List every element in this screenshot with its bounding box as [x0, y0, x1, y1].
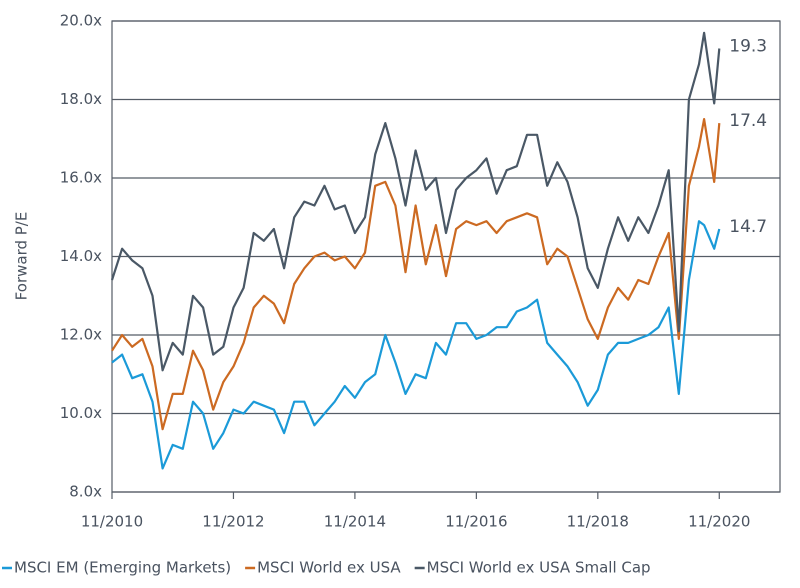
end-label: 19.3: [729, 36, 767, 56]
legend-label: MSCI World ex USA Small Cap: [427, 559, 651, 577]
x-tick-label: 11/2020: [688, 513, 750, 531]
series-line: [111, 118, 721, 431]
legend-label: MSCI EM (Emerging Markets): [14, 559, 231, 577]
y-tick-label: 20.0x: [60, 12, 102, 30]
y-tick-label: 14.0x: [60, 247, 102, 265]
y-tick-label: 8.0x: [69, 483, 102, 501]
y-tick-label: 18.0x: [60, 90, 102, 108]
y-axis-label: Forward P/E: [13, 212, 31, 301]
y-tick-label: 10.0x: [60, 404, 102, 422]
end-label: 14.7: [729, 217, 767, 237]
x-tick-label: 11/2014: [324, 513, 386, 531]
y-tick-label: 16.0x: [60, 169, 102, 187]
end-label: 17.4: [729, 111, 767, 131]
series-line: [111, 220, 721, 470]
y-tick-label: 12.0x: [60, 326, 102, 344]
x-tick-label: 11/2010: [81, 513, 143, 531]
plot-frame: [111, 20, 781, 493]
x-tick-label: 11/2016: [445, 513, 507, 531]
legend-label: MSCI World ex USA: [257, 559, 401, 577]
series-line: [110, 31, 721, 372]
x-tick-label: 11/2018: [567, 513, 629, 531]
x-tick-label: 11/2012: [202, 513, 264, 531]
